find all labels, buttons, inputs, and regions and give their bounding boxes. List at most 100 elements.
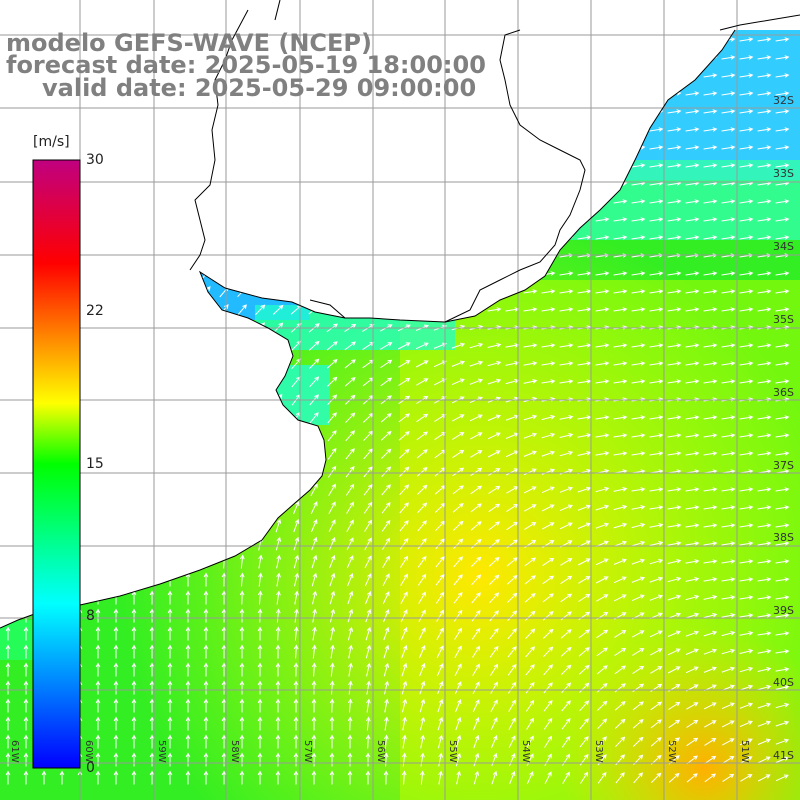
wind-arrow (23, 752, 29, 767)
lon-label-59w: 59W (156, 740, 167, 763)
wind-arrow (577, 235, 592, 240)
wind-arrow (257, 482, 264, 497)
wind-arrow (329, 716, 335, 731)
wind-arrow (739, 577, 754, 582)
wind-arrow (292, 483, 300, 497)
wind-arrow (487, 91, 502, 96)
wind-arrow (327, 430, 337, 442)
wind-arrow (524, 593, 536, 603)
wind-arrow (613, 451, 628, 456)
wind-arrow (146, 107, 159, 117)
wind-arrow (23, 338, 29, 353)
wind-arrow (703, 612, 718, 619)
wind-arrow (365, 626, 372, 641)
wind-arrow (275, 716, 281, 731)
wind-arrow (649, 235, 664, 240)
wind-arrow (667, 630, 681, 637)
wind-arrow (469, 145, 484, 150)
wind-arrow (595, 217, 610, 222)
wind-arrow (272, 251, 285, 261)
wind-arrow (667, 55, 682, 60)
wind-arrow (419, 770, 425, 785)
forecast-date: forecast date: 2025-05-19 18:00:00 (6, 51, 486, 79)
wind-arrow (541, 37, 556, 42)
wind-arrow (456, 770, 461, 785)
wind-arrow (361, 127, 376, 132)
wind-arrow (401, 680, 408, 695)
wind-arrow (613, 540, 628, 547)
wind-arrow (23, 212, 30, 227)
wind-arrow (5, 590, 11, 605)
wind-arrow (221, 770, 227, 785)
wind-arrow (397, 217, 412, 222)
wind-arrow (597, 771, 607, 784)
wind-arrow (469, 271, 484, 276)
wind-arrow (561, 664, 572, 675)
wind-arrow (6, 266, 11, 281)
wind-arrow (256, 411, 264, 424)
wind-arrow (167, 734, 173, 749)
wind-arrow (397, 288, 412, 295)
wind-arrow (507, 610, 518, 622)
wind-arrow (613, 289, 628, 294)
wind-arrow (293, 644, 299, 659)
wind-arrow (95, 698, 101, 713)
wind-arrow (667, 271, 682, 276)
wind-arrow (523, 468, 537, 476)
wind-arrow (114, 356, 119, 371)
wind-arrow (704, 755, 717, 765)
wind-arrow (541, 235, 556, 240)
wind-arrow (310, 447, 319, 460)
wind-arrow (275, 626, 281, 641)
wind-arrow (361, 270, 375, 278)
wind-arrow (577, 55, 592, 60)
wind-arrow (703, 523, 718, 528)
wind-arrow (721, 541, 736, 546)
wind-arrow (613, 307, 628, 312)
wind-arrow (131, 716, 137, 731)
wind-arrow (613, 73, 628, 78)
wind-arrow (487, 37, 502, 42)
wind-arrow (524, 504, 537, 512)
wind-arrow (469, 414, 483, 422)
wind-arrow (433, 360, 447, 368)
wind-arrow (560, 558, 573, 566)
wind-arrow (200, 161, 213, 171)
wind-arrow (272, 198, 285, 206)
wind-arrow (721, 523, 736, 528)
wind-arrow (343, 145, 358, 150)
wind-arrow (685, 612, 700, 619)
wind-arrow (114, 374, 119, 389)
wind-arrow (631, 199, 646, 204)
wind-arrow (239, 752, 245, 767)
wind-arrow (667, 37, 682, 42)
wind-arrow (757, 523, 772, 528)
wind-arrow (721, 307, 736, 312)
wind-arrow (149, 644, 155, 659)
wind-arrow (203, 716, 209, 731)
wind-arrow (523, 379, 538, 384)
wind-arrow (397, 306, 411, 313)
wind-arrow (328, 501, 336, 514)
wind-arrow (167, 590, 173, 605)
wind-arrow (473, 717, 480, 731)
wind-arrow (541, 361, 556, 366)
wind-arrow (379, 216, 394, 222)
wind-arrow (631, 271, 646, 276)
lat-label-41s: 41S (773, 749, 794, 762)
wind-arrow (348, 680, 353, 695)
wind-arrow (757, 307, 772, 312)
wind-arrow (347, 716, 353, 731)
wind-arrow (435, 591, 445, 604)
wind-arrow (399, 484, 410, 496)
wind-arrow (23, 374, 29, 389)
wind-arrow (256, 447, 264, 461)
wind-arrow (221, 590, 227, 605)
wind-arrow (739, 541, 754, 546)
wind-arrow (5, 536, 11, 551)
wind-arrow (311, 536, 318, 551)
wind-arrow (577, 163, 592, 168)
wind-arrow (452, 485, 464, 495)
wind-arrow (721, 199, 736, 204)
wind-arrow (739, 199, 754, 204)
